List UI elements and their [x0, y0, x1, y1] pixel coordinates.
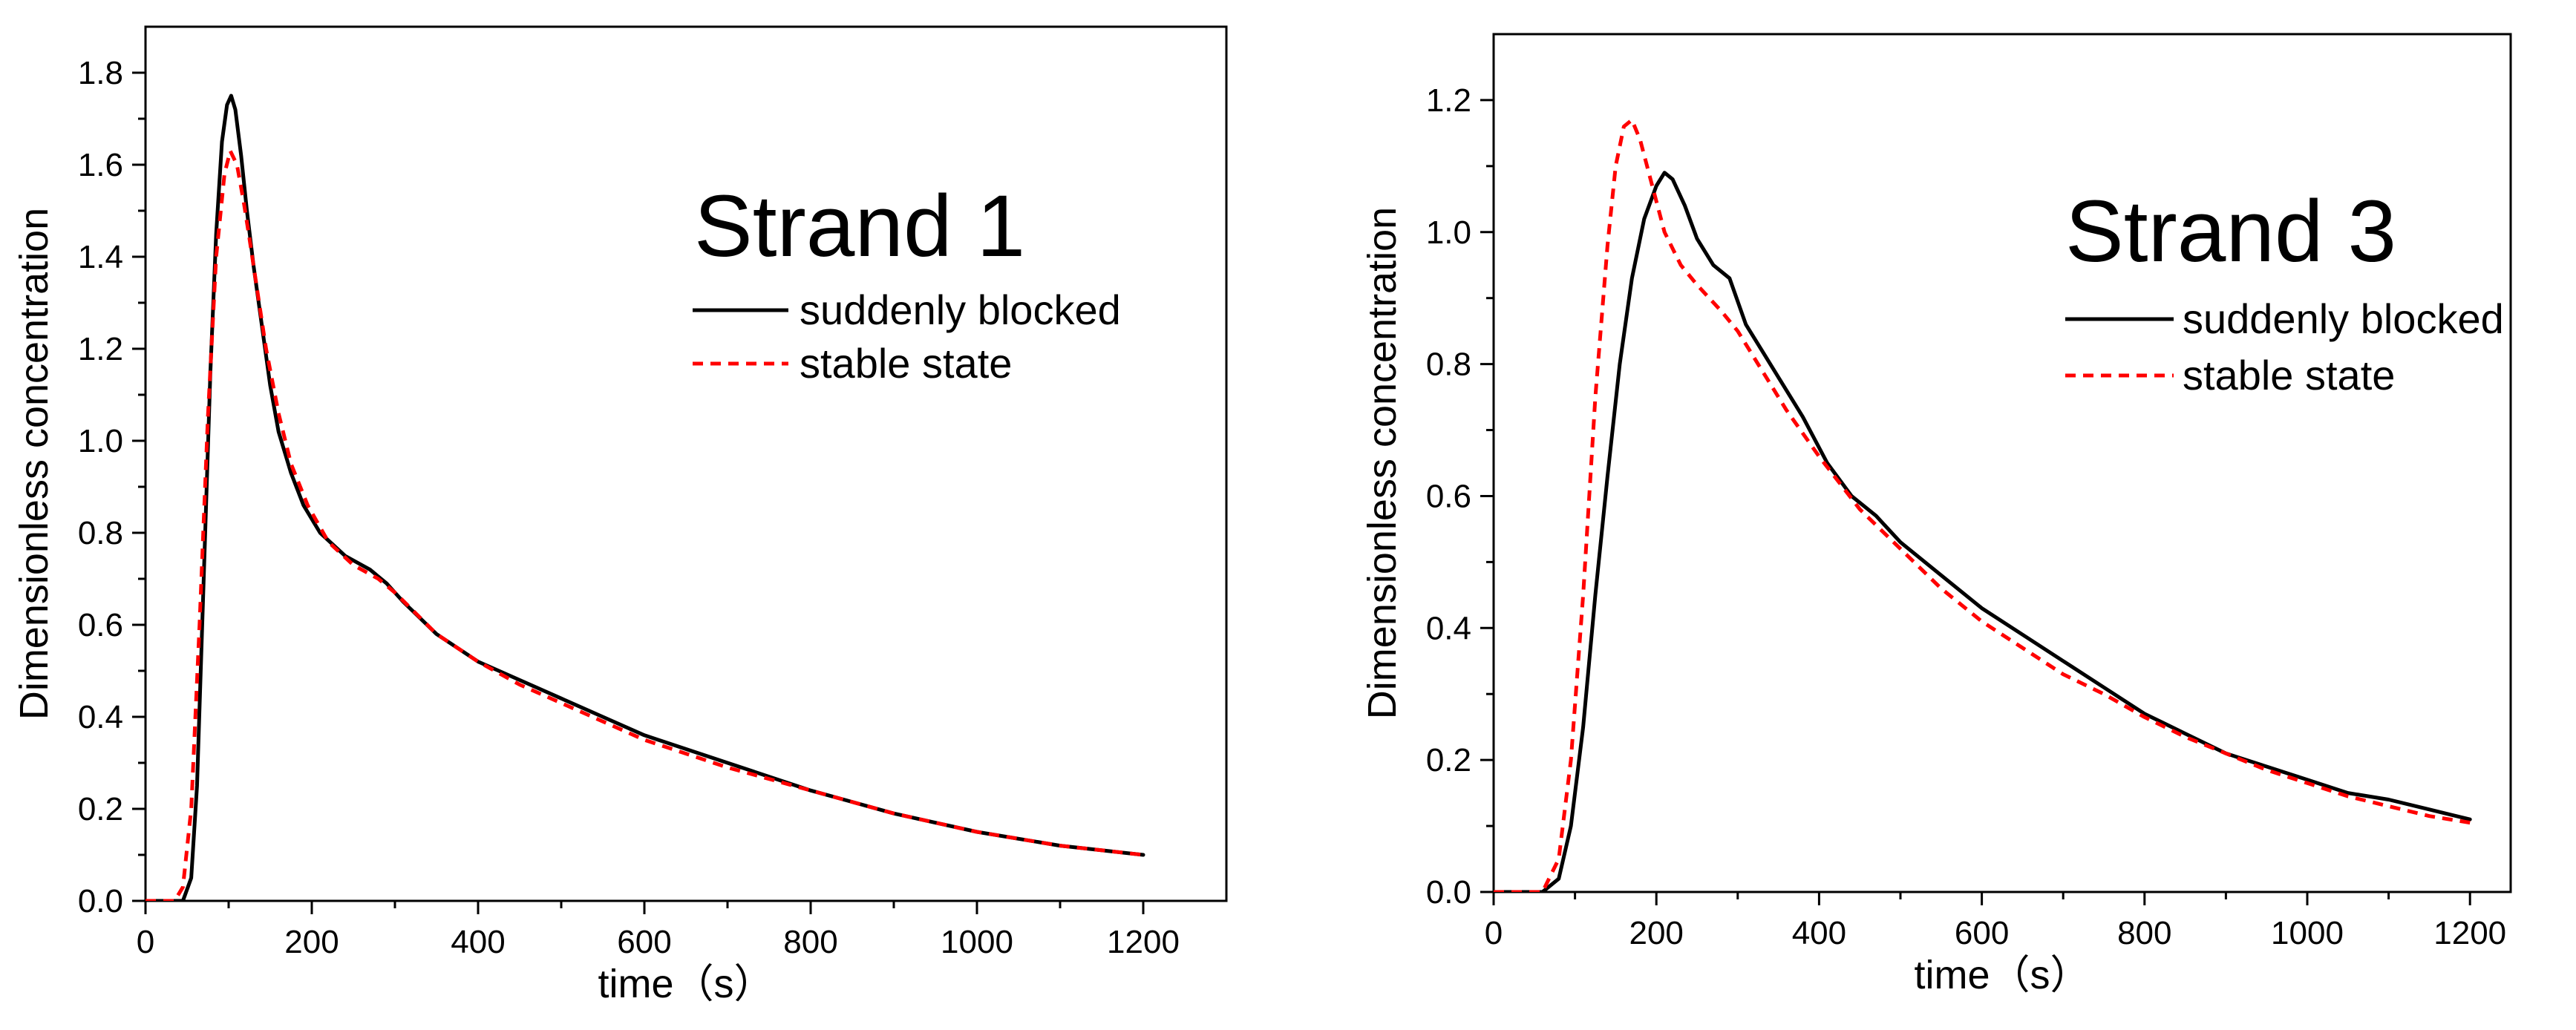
legend-label: suddenly blocked: [800, 286, 1121, 333]
x-tick-label: 1000: [941, 924, 1013, 960]
x-tick-label: 1000: [2271, 915, 2344, 951]
y-tick-label: 0.4: [78, 699, 123, 735]
x-tick-label: 200: [284, 924, 339, 960]
y-axis-label: Dimensionless concentration: [12, 208, 56, 720]
y-tick-label: 0.0: [1426, 874, 1471, 911]
chart-strand-3: 0 200 400 600 800 1000 1200 0.0 0.2 0.4 0.6 0.8 1.0 1…: [1360, 33, 2512, 997]
x-tick-label: 800: [2117, 915, 2171, 951]
y-tick-label: 0.8: [78, 515, 123, 551]
x-tick-label: 600: [617, 924, 671, 960]
series-line-stable-state: [146, 148, 1144, 901]
x-tick-label: 200: [1629, 915, 1683, 951]
plot-frame: [144, 25, 1228, 902]
chart-strand-1: 0 200 400 600 800 1000 1200 0.0 0.2 0.4 0.6 0.8 1.0 1…: [12, 25, 1228, 1006]
y-tick-label: 0.8: [1426, 347, 1471, 383]
y-tick-label: 1.0: [1426, 214, 1471, 251]
y-tick-label: 1.6: [78, 147, 123, 183]
legend-label: stable state: [800, 340, 1012, 387]
x-tick-label: 400: [451, 924, 505, 960]
series-line-suddenly-blocked: [1494, 171, 2472, 892]
x-tick-label: 0: [1485, 915, 1503, 951]
y-tick-label: 0.0: [78, 883, 123, 919]
y-tick-label: 1.8: [78, 55, 123, 91]
legend-label: suddenly blocked: [2183, 295, 2504, 342]
x-tick-label: 800: [783, 924, 837, 960]
x-tick-label: 1200: [2433, 915, 2506, 951]
y-tick-label: 1.2: [1426, 82, 1471, 119]
y-tick-label: 1.4: [78, 239, 123, 275]
y-tick-label: 1.2: [78, 331, 123, 367]
y-tick-label: 0.2: [78, 791, 123, 827]
series-line-stable-state: [1494, 118, 2471, 892]
y-tick-label: 0.4: [1426, 610, 1471, 646]
y-tick-label: 0.6: [1426, 478, 1471, 514]
series-line-suddenly-blocked: [146, 94, 1145, 901]
chart-title: Strand 3: [2065, 183, 2396, 281]
x-tick-label: 400: [1792, 915, 1846, 951]
y-tick-label: 0.2: [1426, 742, 1471, 778]
x-axis-label: time（s）: [1914, 953, 2090, 997]
chart-title: Strand 1: [694, 177, 1025, 275]
x-axis-label: time（s）: [598, 962, 774, 1006]
x-tick-label: 0: [137, 924, 154, 960]
y-axis-label: Dimensionless concentration: [1360, 207, 1405, 719]
legend-label: stable state: [2183, 352, 2395, 398]
y-tick-label: 1.0: [78, 423, 123, 459]
y-tick-label: 0.6: [78, 607, 123, 643]
x-tick-label: 600: [1955, 915, 2009, 951]
x-tick-label: 1200: [1107, 924, 1180, 960]
plot-frame: [1492, 33, 2512, 893]
